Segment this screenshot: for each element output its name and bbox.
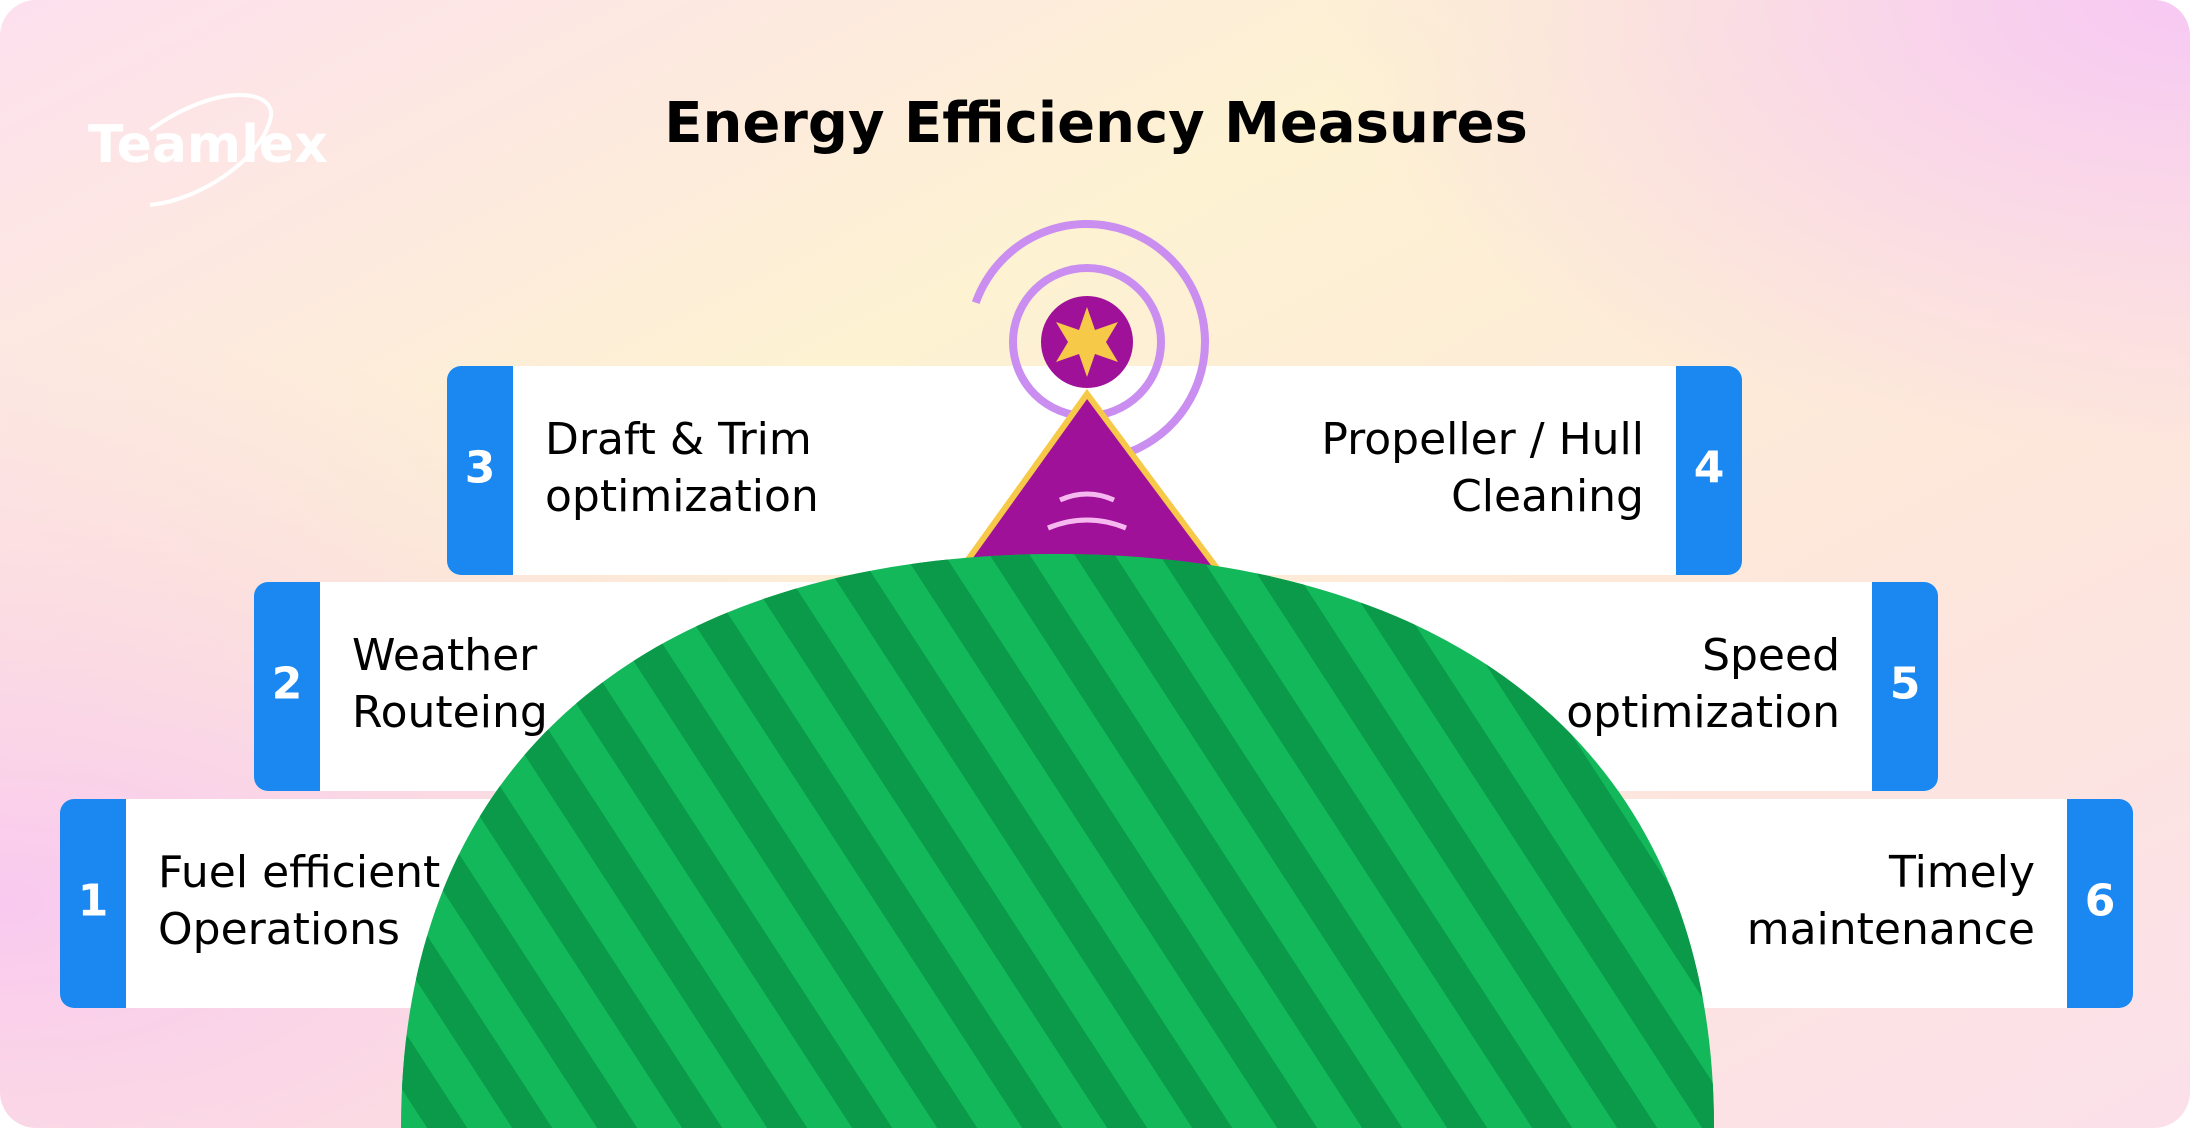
stripe — [980, 554, 1410, 1128]
stripe — [895, 554, 1325, 1128]
tower — [951, 220, 1228, 578]
card-number: 3 — [465, 443, 496, 494]
stripe — [1320, 554, 1714, 1128]
card: 3 Draft & Trim optimization — [447, 366, 1100, 575]
card-label: Propeller / Hull — [1321, 414, 1644, 465]
card-label: Draft & Trim — [545, 414, 812, 465]
stripe — [640, 554, 1070, 1128]
card-label: optimization — [545, 471, 819, 522]
card-tab — [80, 799, 126, 1008]
card-label: Fuel efficient — [158, 847, 440, 898]
stripe — [1150, 554, 1580, 1128]
card-number: 4 — [1694, 443, 1725, 494]
card-number: 2 — [272, 659, 303, 710]
card-tab — [2067, 799, 2113, 1008]
stripe — [1235, 554, 1665, 1128]
card-number: 1 — [78, 876, 109, 927]
card-label: optimization — [1566, 687, 1840, 738]
card-tab — [1872, 582, 1918, 791]
stripe — [810, 554, 1240, 1128]
signal-ring — [965, 220, 1209, 464]
card-number: 6 — [2085, 876, 2116, 927]
logo: Teamlex — [88, 93, 328, 207]
stripe — [725, 554, 1155, 1128]
card-tab — [467, 366, 513, 575]
card-label: Timely — [1888, 847, 2035, 898]
card-label: Operations — [158, 904, 400, 955]
card-number: 5 — [1890, 659, 1921, 710]
logo-swoosh — [148, 93, 274, 207]
card-tab — [274, 582, 320, 791]
card-tab — [1676, 366, 1722, 575]
logo-text: Teamlex — [88, 115, 328, 175]
stripe — [1405, 554, 1714, 1128]
tower-waves — [1047, 491, 1127, 531]
card-label: Routeing — [352, 687, 548, 738]
star — [1056, 307, 1118, 377]
stripe — [555, 554, 985, 1128]
card-body — [447, 366, 1100, 575]
stripe — [1065, 554, 1495, 1128]
card-label: Speed — [1702, 630, 1840, 681]
card-label: maintenance — [1747, 904, 2035, 955]
card-label: Cleaning — [1451, 471, 1644, 522]
card-label: Weather — [352, 630, 538, 681]
stripe — [401, 554, 560, 1128]
title: Energy Efficiency Measures — [664, 91, 1528, 156]
